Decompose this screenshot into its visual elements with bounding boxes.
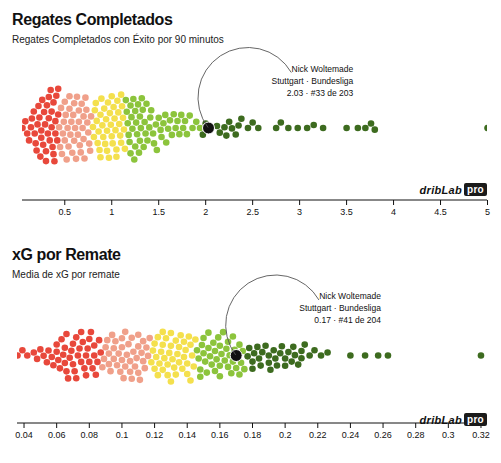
svg-text:0.14: 0.14 bbox=[178, 430, 196, 440]
svg-text:Nick Woltemade: Nick Woltemade bbox=[292, 64, 354, 74]
html-text:Regates Completados con Éxito: Regates Completados con Éxito por 90 min… bbox=[12, 34, 224, 45]
html-text:pro: pro bbox=[467, 414, 484, 425]
svg-text:0.22: 0.22 bbox=[309, 430, 327, 440]
svg-text:Stuttgart · Bundesliga: Stuttgart · Bundesliga bbox=[299, 303, 381, 313]
svg-text:0.5: 0.5 bbox=[59, 207, 72, 217]
html-text:dribLab: dribLab bbox=[419, 413, 462, 426]
svg-text:3: 3 bbox=[297, 207, 302, 217]
svg-text:0.28: 0.28 bbox=[407, 430, 425, 440]
html-text:dribLab: dribLab bbox=[419, 183, 462, 196]
svg-text:0.32: 0.32 bbox=[472, 430, 490, 440]
svg-text:0.26: 0.26 bbox=[374, 430, 392, 440]
svg-text:3.5: 3.5 bbox=[340, 207, 353, 217]
svg-text:4: 4 bbox=[391, 207, 396, 217]
svg-text:5: 5 bbox=[485, 207, 490, 217]
html-text:Regates Completados: Regates Completados bbox=[12, 11, 173, 28]
svg-text:0.12: 0.12 bbox=[146, 430, 164, 440]
html-text:pro: pro bbox=[467, 184, 484, 195]
svg-text:0.04: 0.04 bbox=[15, 430, 33, 440]
svg-text:0.3: 0.3 bbox=[442, 430, 455, 440]
svg-text:Nick Woltemade: Nick Woltemade bbox=[319, 291, 381, 301]
svg-text:0.1: 0.1 bbox=[116, 430, 129, 440]
svg-text:2: 2 bbox=[203, 207, 208, 217]
svg-text:0.16: 0.16 bbox=[211, 430, 229, 440]
html-text:Media de xG por remate: Media de xG por remate bbox=[12, 269, 120, 280]
svg-text:2.5: 2.5 bbox=[246, 207, 259, 217]
svg-text:0.08: 0.08 bbox=[81, 430, 99, 440]
svg-text:0.24: 0.24 bbox=[342, 430, 360, 440]
svg-text:1.5: 1.5 bbox=[152, 207, 165, 217]
svg-text:2.03 · #33 de 203: 2.03 · #33 de 203 bbox=[287, 88, 354, 98]
svg-text:0.17 · #41 de 204: 0.17 · #41 de 204 bbox=[314, 315, 381, 325]
svg-text:1: 1 bbox=[109, 207, 114, 217]
svg-text:0.06: 0.06 bbox=[48, 430, 66, 440]
svg-text:4.5: 4.5 bbox=[434, 207, 447, 217]
svg-text:0.18: 0.18 bbox=[244, 430, 262, 440]
html-text:xG por Remate: xG por Remate bbox=[12, 246, 121, 263]
svg-text:Stuttgart · Bundesliga: Stuttgart · Bundesliga bbox=[272, 76, 354, 86]
svg-text:0.2: 0.2 bbox=[279, 430, 292, 440]
